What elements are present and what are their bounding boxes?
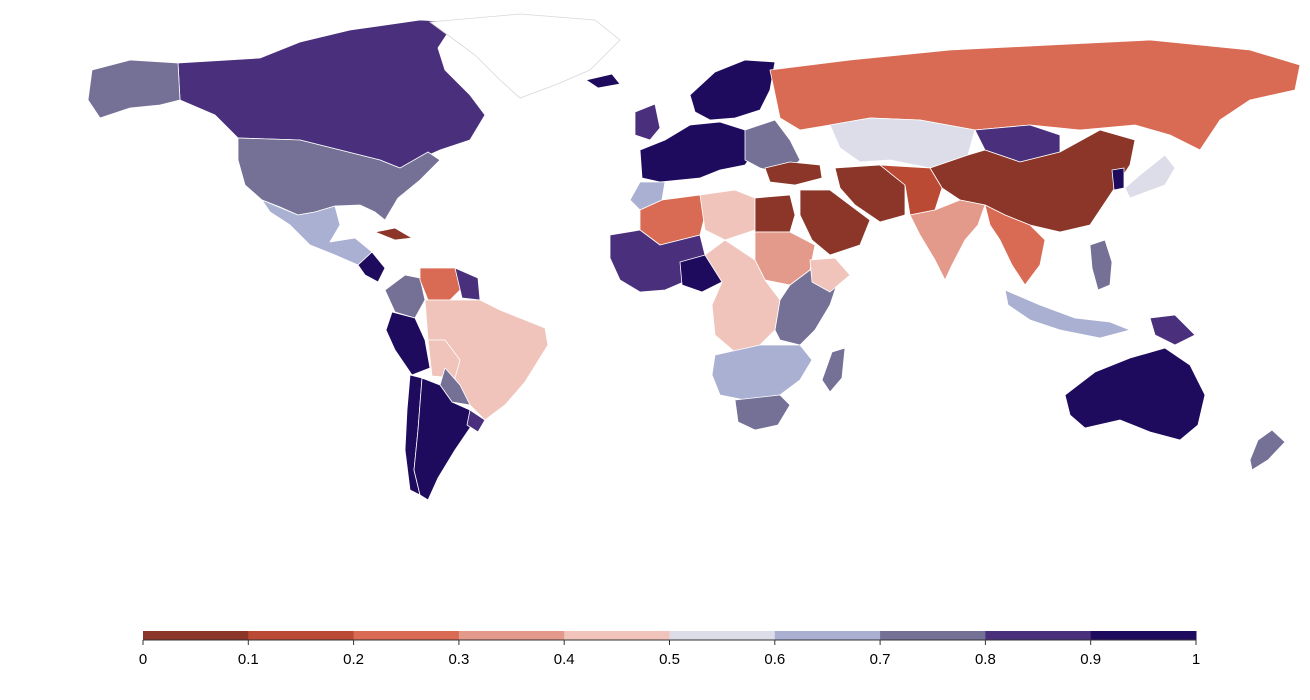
legend-bin: [353, 631, 460, 640]
legend-tick-label: 0.5: [659, 651, 680, 668]
legend-tick-label: 0.7: [870, 651, 891, 668]
legend-tick-label: 0.3: [448, 651, 469, 668]
legend-bin: [669, 631, 776, 640]
legend-tick-label: 0.1: [238, 651, 259, 668]
region-peru: [385, 311, 431, 376]
region-korea: [1111, 167, 1125, 191]
region-united-kingdom: [634, 103, 661, 141]
region-greenland: [428, 13, 621, 99]
legend-bin: [880, 631, 986, 640]
region-indonesia: [1004, 289, 1131, 339]
region-argentina: [413, 377, 473, 501]
legend-tick-label: 1: [1192, 651, 1200, 668]
region-new-zealand: [1249, 429, 1286, 471]
region-india: [909, 199, 986, 281]
region-southern-africa: [711, 344, 813, 401]
region-south-africa: [734, 394, 791, 431]
region-libya: [699, 189, 756, 241]
legend-tick-label: 0.4: [554, 651, 575, 668]
region-southeast-asia: [984, 204, 1046, 286]
color-legend: 0 0.1 0.2 0.3 0.4 0.5 0.6 0.7 0.8 0.9 1: [0, 600, 1310, 695]
region-bolivia: [427, 339, 461, 379]
world-map: [87, 13, 1301, 501]
region-scandinavia: [689, 59, 776, 121]
legend-tick-label: 0.6: [764, 651, 785, 668]
region-central-america: [357, 251, 386, 283]
legend-bin: [1090, 631, 1197, 640]
region-colombia: [384, 274, 426, 319]
legend-canvas: 0 0.1 0.2 0.3 0.4 0.5 0.6 0.7 0.8 0.9 1: [139, 631, 1200, 668]
regions-layer: [87, 13, 1301, 501]
legend-bin: [248, 631, 355, 640]
legend-bin: [985, 631, 1092, 640]
legend-ticks: 0 0.1 0.2 0.3 0.4 0.5 0.6 0.7 0.8 0.9 1: [139, 639, 1200, 668]
legend-tick-label: 0.9: [1080, 651, 1101, 668]
region-ethiopia: [809, 257, 851, 293]
region-canada: [177, 19, 486, 169]
region-paraguay: [439, 367, 471, 406]
region-guyana: [454, 267, 481, 301]
region-japan: [1124, 154, 1176, 199]
region-cuba: [374, 227, 413, 241]
region-alaska: [87, 59, 181, 119]
legend-bin: [458, 631, 565, 640]
map-canvas: [87, 13, 1301, 501]
region-australia: [1064, 347, 1206, 441]
region-egypt: [754, 194, 796, 233]
region-uruguay: [466, 409, 486, 433]
region-madagascar: [821, 347, 846, 393]
region-mexico: [261, 199, 373, 266]
region-iceland: [585, 73, 621, 89]
region-turkey: [764, 161, 823, 186]
region-philippines: [1089, 239, 1113, 291]
legend-tick-label: 0.2: [343, 651, 364, 668]
region-papua-new-guinea: [1149, 314, 1196, 346]
legend-tick-label: 0: [139, 651, 147, 668]
legend-bin: [774, 631, 881, 640]
legend-tick-label: 0.8: [975, 651, 996, 668]
legend-bin: [143, 631, 249, 640]
legend-bin: [564, 631, 670, 640]
region-middle-east: [799, 189, 871, 256]
legend-bins: [143, 631, 1197, 640]
region-central-africa: [704, 239, 781, 353]
